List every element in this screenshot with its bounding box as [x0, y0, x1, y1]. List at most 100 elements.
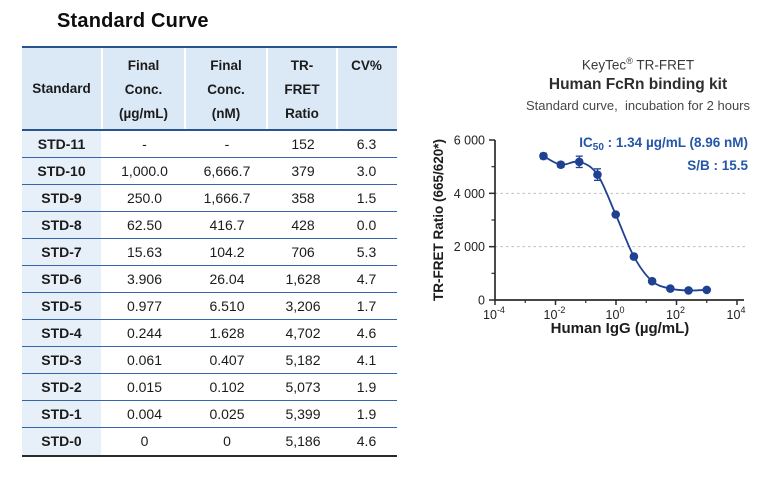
cell-cv: 3.0 [338, 158, 395, 184]
cell-conc-nm: 104.2 [186, 239, 268, 265]
chart-title-suffix: TR-FRET [632, 57, 695, 73]
fitted-curve [543, 155, 707, 292]
registered-mark: ® [626, 56, 633, 66]
column-header-final-conc-nm: Final Conc. (nM) [186, 48, 268, 129]
cell-standard: STD-7 [22, 239, 103, 265]
cell-ratio: 3,206 [268, 293, 338, 319]
cell-ratio: 5,182 [268, 347, 338, 373]
data-point [593, 170, 602, 179]
data-point [556, 160, 566, 170]
y-tick-label: 0 [478, 294, 485, 308]
cell-ratio: 706 [268, 239, 338, 265]
chart-titles: KeyTec® TR-FRET Human FcRn binding kit S… [498, 56, 772, 113]
x-tick-label: 10-4 [483, 305, 505, 322]
cell-ratio: 428 [268, 212, 338, 238]
chart-brand: KeyTec [581, 57, 627, 73]
table-row: STD-7 15.63 104.2 706 5.3 [22, 239, 397, 266]
column-header-line: (nM) [211, 106, 241, 121]
data-point [574, 157, 584, 167]
cell-standard: STD-9 [22, 185, 103, 211]
cell-ratio: 1,628 [268, 266, 338, 292]
standard-curve-table: Standard Final Conc. (µg/mL) Final Conc. (nM) T… [22, 46, 397, 457]
table-row: STD-9 250.0 1,666.7 358 1.5 [22, 185, 397, 212]
x-tick-label: 102 [666, 305, 685, 322]
cell-standard: STD-0 [22, 428, 103, 455]
column-header-line: Conc. [124, 82, 163, 97]
data-point [684, 286, 693, 295]
data-point [666, 284, 675, 293]
ic50-annotation: IC50 : 1.34 µg/mL (8.96 nM) [579, 135, 748, 153]
cell-standard: STD-5 [22, 293, 103, 319]
data-point [539, 151, 548, 161]
cell-conc-ug: 62.50 [103, 212, 186, 238]
cell-conc-ug: 3.906 [103, 266, 186, 292]
column-header-tr-fret-ratio: TR- FRET Ratio [268, 48, 338, 129]
cell-ratio: 5,186 [268, 428, 338, 455]
cell-cv: 4.7 [338, 266, 395, 292]
chart-title-line1: KeyTec® TR-FRET [498, 56, 772, 73]
cell-standard: STD-8 [22, 212, 103, 238]
column-header-line: CV% [351, 58, 382, 73]
cell-conc-ug: 0 [103, 428, 186, 455]
cell-ratio: 5,399 [268, 401, 338, 427]
y-tick-label: 2 000 [454, 240, 485, 254]
y-tick-label: 4 000 [454, 187, 485, 201]
column-header-line: Ratio [285, 106, 319, 121]
table-body: STD-11- -152 6.3 STD-10 1,000.0 6,666.7 379 3.0… [22, 131, 397, 455]
column-header-line: Final [127, 58, 160, 73]
cell-conc-ug: 0.061 [103, 347, 186, 373]
cell-conc-nm: - [186, 131, 268, 157]
table-header-row: Standard Final Conc. (µg/mL) Final Conc. (nM) T… [22, 48, 397, 131]
column-header-line: TR- [290, 58, 314, 73]
cell-conc-nm: 26.04 [186, 266, 268, 292]
cell-ratio: 5,073 [268, 374, 338, 400]
table-row: STD-1 0.004 0.025 5,399 1.9 [22, 401, 397, 428]
table-row: STD-4 0.244 1.628 4,702 4.6 [22, 320, 397, 347]
cell-conc-nm: 0.025 [186, 401, 268, 427]
cell-cv: 4.6 [338, 320, 395, 346]
cell-ratio: 358 [268, 185, 338, 211]
table-row: STD-10 1,000.0 6,666.7 379 3.0 [22, 158, 397, 185]
cell-conc-nm: 1,666.7 [186, 185, 268, 211]
table-row: STD-2 0.015 0.102 5,073 1.9 [22, 374, 397, 401]
y-axis-label: TR-FRET Ratio (665/620*) [431, 139, 446, 301]
data-point [629, 252, 639, 261]
cell-ratio: 4,702 [268, 320, 338, 346]
table-row: STD-11- -152 6.3 [22, 131, 397, 158]
cell-conc-ug: 1,000.0 [103, 158, 186, 184]
cell-conc-nm: 6,666.7 [186, 158, 268, 184]
cell-standard: STD-4 [22, 320, 103, 346]
x-tick-label: 10-2 [544, 305, 566, 322]
cell-conc-ug: 0.004 [103, 401, 186, 427]
cell-conc-nm: 1.628 [186, 320, 268, 346]
cell-cv: 6.3 [338, 131, 395, 157]
cell-cv: 1.9 [338, 374, 395, 400]
y-tick-label: 6 000 [454, 134, 485, 148]
data-point [647, 276, 657, 286]
x-tick-label: 100 [606, 305, 625, 322]
cell-cv: 0.0 [338, 212, 395, 238]
cell-cv: 1.7 [338, 293, 395, 319]
column-header-cv-percent: CV% [338, 48, 395, 129]
standard-curve-plot: 0 2 000 4 000 6 000 10-4 10-2 100 102 104 Human I… [431, 134, 748, 338]
table-row: STD-5 0.977 6.510 3,206 1.7 [22, 293, 397, 320]
x-tick-label: 104 [727, 305, 746, 322]
cell-ratio: 379 [268, 158, 338, 184]
cell-conc-nm: 0 [186, 428, 268, 455]
cell-conc-ug: 0.977 [103, 293, 186, 319]
cell-standard: STD-2 [22, 374, 103, 400]
cell-standard: STD-3 [22, 347, 103, 373]
cell-conc-nm: 0.407 [186, 347, 268, 373]
cell-standard: STD-11 [22, 131, 103, 157]
cell-cv: 5.3 [338, 239, 395, 265]
cell-conc-ug: 0.015 [103, 374, 186, 400]
cell-conc-ug: - [103, 131, 186, 157]
column-header-line: (µg/mL) [118, 106, 169, 121]
column-header-line: Standard [32, 80, 91, 96]
cell-standard: STD-10 [22, 158, 103, 184]
x-axis-label: Human IgG (µg/mL) [551, 320, 690, 337]
cell-conc-nm: 0.102 [186, 374, 268, 400]
data-point [611, 210, 620, 219]
standard-curve-table-panel: Standard Curve Standard Final Conc. (µg/mL)… [22, 10, 397, 457]
